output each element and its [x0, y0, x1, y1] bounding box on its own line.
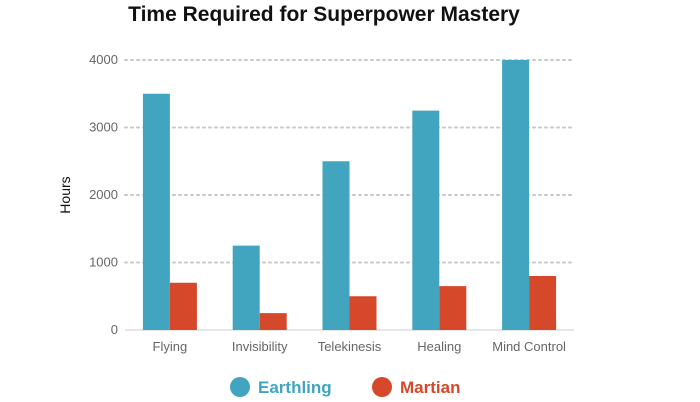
x-tick-label: Telekinesis — [318, 339, 382, 354]
bar-earthling-healing — [412, 110, 440, 330]
legend-marker-martian — [372, 377, 392, 397]
y-tick-label: 2000 — [89, 187, 118, 202]
bar-martian-healing — [439, 286, 467, 330]
chart-title: Time Required for Superpower Mastery — [128, 3, 520, 26]
y-tick-label: 0 — [111, 322, 118, 337]
y-axis-title: Hours — [57, 176, 73, 213]
bar-martian-flying — [169, 282, 197, 330]
legend-label-martian: Martian — [400, 378, 460, 397]
y-tick-label: 1000 — [89, 255, 118, 270]
bar-earthling-flying — [142, 93, 170, 330]
y-tick-label: 4000 — [89, 52, 118, 67]
x-tick-label: Flying — [153, 339, 188, 354]
bar-earthling-telekinesis — [322, 161, 350, 330]
x-tick-label: Mind Control — [492, 339, 566, 354]
x-axis-ticks: Flying Invisibility Telekinesis Healing Mind… — [153, 339, 567, 354]
y-axis-ticks: 0 1000 2000 3000 4000 — [89, 52, 118, 337]
y-tick-label: 3000 — [89, 120, 118, 135]
bar-earthling-mind-control — [502, 60, 530, 330]
bar-martian-telekinesis — [349, 296, 377, 330]
legend-marker-earthling — [230, 377, 250, 397]
legend: Earthling Martian — [230, 377, 460, 397]
bar-martian-mind-control — [529, 276, 557, 330]
x-tick-label: Healing — [417, 339, 461, 354]
bar-martian-invisibility — [259, 313, 287, 330]
x-tick-label: Invisibility — [232, 339, 288, 354]
bar-earthling-invisibility — [232, 245, 260, 330]
bars — [142, 60, 557, 330]
legend-label-earthling: Earthling — [258, 378, 332, 397]
